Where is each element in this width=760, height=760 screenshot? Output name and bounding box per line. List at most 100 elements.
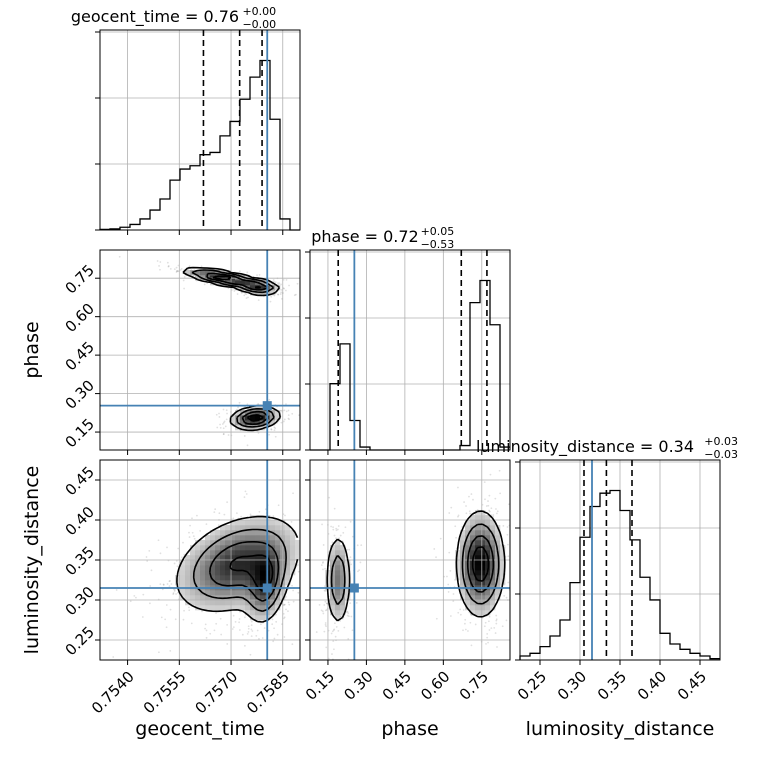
- density-cell: [250, 530, 256, 536]
- density-cell: [215, 550, 221, 556]
- sample-point: [268, 398, 271, 401]
- sample-point: [470, 493, 473, 495]
- density-cell: [255, 405, 261, 411]
- sample-point: [283, 636, 286, 638]
- density-cell: [340, 605, 346, 611]
- sample-point: [285, 595, 287, 598]
- density-cell: [200, 550, 206, 556]
- sample-point: [272, 278, 275, 281]
- sample-point: [291, 643, 294, 646]
- density-cell: [335, 575, 341, 581]
- hist-bar-geocent_time-12: [220, 136, 230, 230]
- sample-point: [486, 636, 489, 639]
- density-cell: [340, 590, 346, 596]
- density-cell: [185, 580, 191, 586]
- density-cell: [180, 565, 186, 571]
- density-cell: [335, 550, 341, 556]
- sample-point: [243, 435, 246, 437]
- density-cell: [205, 550, 211, 556]
- density-cell: [475, 605, 481, 611]
- sample-point: [280, 291, 283, 294]
- yaxis-label-phase: phase: [21, 321, 43, 378]
- sample-point: [498, 469, 501, 472]
- density-cell: [205, 570, 211, 576]
- sample-point: [162, 584, 165, 586]
- sample-point: [350, 615, 353, 618]
- sample-point: [177, 270, 179, 273]
- sample-point: [346, 614, 349, 617]
- sample-point: [297, 591, 300, 594]
- density-cell: [230, 545, 236, 551]
- density-cell: [230, 280, 236, 286]
- density-cell: [465, 595, 471, 601]
- density-cell: [340, 555, 346, 561]
- density-cell: [240, 570, 246, 576]
- sample-point: [188, 609, 191, 612]
- sample-point: [271, 283, 274, 286]
- density-cell: [230, 565, 236, 571]
- sample-point: [495, 622, 498, 625]
- density-cell: [460, 545, 466, 551]
- sample-point: [247, 631, 250, 633]
- truth-marker-phase-luminosity_distance: [349, 583, 359, 593]
- density-cell: [275, 285, 281, 291]
- sample-point: [157, 539, 160, 542]
- density-cell: [250, 600, 256, 606]
- sample-point: [357, 570, 359, 573]
- sample-point: [159, 552, 162, 555]
- sample-point: [219, 426, 222, 429]
- density-cell: [270, 540, 276, 546]
- sample-point: [115, 589, 118, 591]
- sample-point: [191, 517, 193, 520]
- density-cell: [245, 600, 251, 606]
- density-cell: [190, 595, 196, 601]
- sample-point: [204, 627, 206, 630]
- density-cell: [250, 615, 256, 621]
- panel-title-sub-phase: −0.53: [421, 238, 455, 251]
- density-cell: [195, 565, 201, 571]
- density-cell: [240, 580, 246, 586]
- hist-bar-luminosity_distance-6: [580, 537, 590, 660]
- sample-point: [236, 293, 239, 295]
- density-cell: [220, 525, 226, 531]
- density-cell: [190, 565, 196, 571]
- sample-point: [238, 629, 241, 631]
- density-cell: [255, 515, 261, 521]
- density-cell: [235, 285, 241, 291]
- sample-point: [250, 628, 253, 631]
- density-cell: [345, 565, 351, 571]
- density-cell: [285, 575, 291, 581]
- density-cell: [250, 540, 256, 546]
- sample-point: [222, 427, 225, 430]
- density-cell: [480, 565, 486, 571]
- density-cell: [480, 575, 486, 581]
- density-cell: [245, 560, 251, 566]
- density-cell: [220, 555, 226, 561]
- sample-point: [176, 270, 178, 273]
- density-cell: [235, 605, 241, 611]
- sample-point: [343, 626, 346, 629]
- density-cell: [495, 560, 501, 566]
- sample-point: [447, 591, 450, 593]
- sample-point: [183, 609, 185, 612]
- hist-bar-luminosity_distance-12: [640, 577, 650, 660]
- density-cell: [475, 525, 481, 531]
- density-cell: [290, 535, 296, 541]
- density-cell: [195, 555, 201, 561]
- sample-point: [348, 548, 351, 551]
- sample-point: [215, 413, 218, 416]
- sample-point: [225, 418, 228, 421]
- density-cell: [260, 425, 266, 431]
- hist-bar-geocent_time-8: [180, 169, 190, 230]
- density-cell: [480, 580, 486, 586]
- density-cell: [485, 530, 491, 536]
- density-cell: [460, 535, 466, 541]
- density-cell: [475, 595, 481, 601]
- density-cell: [500, 550, 506, 556]
- hist-bar-geocent_time-15: [250, 77, 260, 230]
- density-cell: [490, 605, 496, 611]
- density-cell: [480, 510, 486, 516]
- density-cell: [330, 575, 336, 581]
- sample-point: [355, 602, 358, 604]
